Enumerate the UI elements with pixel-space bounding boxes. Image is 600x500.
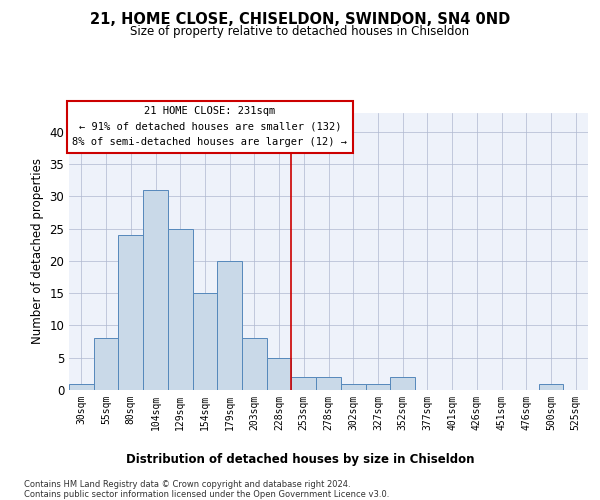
- Text: Size of property relative to detached houses in Chiseldon: Size of property relative to detached ho…: [130, 25, 470, 38]
- Bar: [143, 190, 168, 390]
- Bar: [193, 293, 217, 390]
- Bar: [267, 358, 292, 390]
- Text: 21, HOME CLOSE, CHISELDON, SWINDON, SN4 0ND: 21, HOME CLOSE, CHISELDON, SWINDON, SN4 …: [90, 12, 510, 28]
- Text: Contains HM Land Registry data © Crown copyright and database right 2024.
Contai: Contains HM Land Registry data © Crown c…: [24, 480, 389, 500]
- Bar: [539, 384, 563, 390]
- Text: Distribution of detached houses by size in Chiseldon: Distribution of detached houses by size …: [126, 452, 474, 466]
- Bar: [69, 384, 94, 390]
- Bar: [217, 261, 242, 390]
- Bar: [341, 384, 365, 390]
- Bar: [292, 377, 316, 390]
- Bar: [94, 338, 118, 390]
- Bar: [390, 377, 415, 390]
- Bar: [316, 377, 341, 390]
- Bar: [242, 338, 267, 390]
- Text: 21 HOME CLOSE: 231sqm
← 91% of detached houses are smaller (132)
8% of semi-deta: 21 HOME CLOSE: 231sqm ← 91% of detached …: [73, 106, 347, 148]
- Bar: [168, 228, 193, 390]
- Y-axis label: Number of detached properties: Number of detached properties: [31, 158, 44, 344]
- Bar: [365, 384, 390, 390]
- Bar: [118, 235, 143, 390]
